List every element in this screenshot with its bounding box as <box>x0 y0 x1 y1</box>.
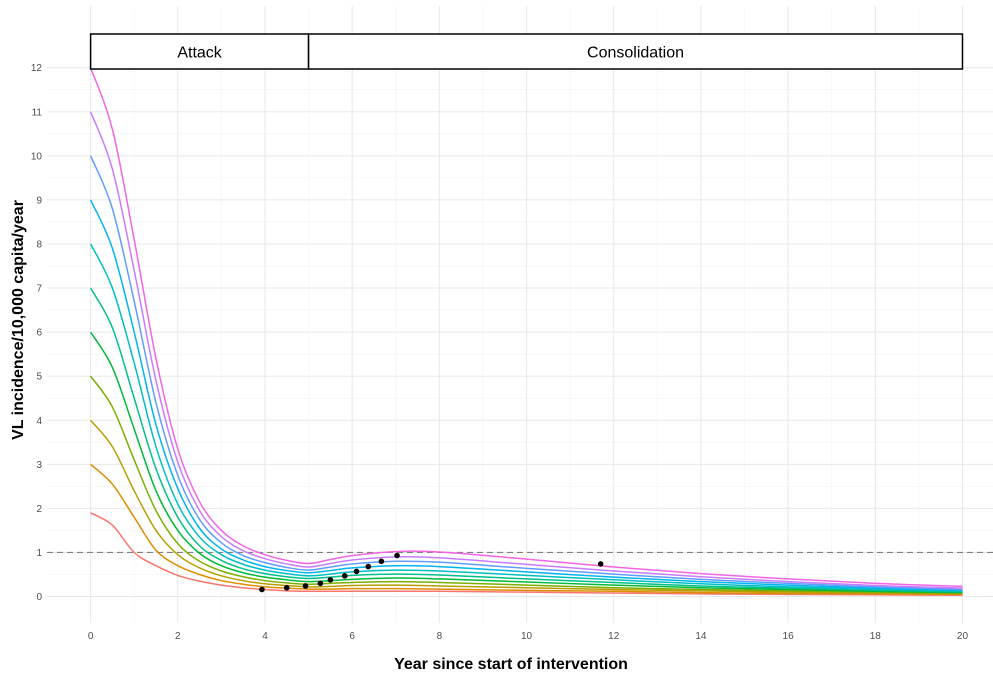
data-point-9 <box>394 552 400 559</box>
x-axis-title: Year since start of intervention <box>394 656 628 673</box>
grid <box>47 6 993 623</box>
phase-label-1: Consolidation <box>587 45 684 62</box>
y-tick-label-0: 0 <box>36 592 42 603</box>
series-line-2 <box>90 419 963 595</box>
series-line-0 <box>90 512 963 596</box>
y-tick-label-3: 3 <box>36 460 42 471</box>
x-tick-label-7: 14 <box>695 631 707 642</box>
y-tick-label-6: 6 <box>36 328 42 339</box>
x-tick-label-4: 8 <box>437 631 443 642</box>
phase-box-1 <box>307 33 964 70</box>
series-line-9 <box>89 111 963 589</box>
y-tick-label-2: 2 <box>36 504 42 515</box>
phase-label-0: Attack <box>177 45 222 62</box>
y-tick-label-10: 10 <box>31 151 43 162</box>
y-axis-title: VL incidence/10,000 capita/year <box>10 200 27 440</box>
data-point-3 <box>317 580 324 587</box>
series-layer <box>89 67 963 596</box>
series-line-6 <box>89 243 963 592</box>
data-point-6 <box>353 568 360 575</box>
x-tick-label-5: 10 <box>521 631 533 642</box>
phase-boxes: Attack Consolidation <box>89 33 964 70</box>
data-point-7 <box>365 563 372 570</box>
x-tick-label-9: 18 <box>870 631 882 642</box>
data-point-0 <box>259 586 265 593</box>
x-tick-label-1: 2 <box>175 631 181 642</box>
x-tick-label-3: 6 <box>349 631 355 642</box>
y-tick-label-9: 9 <box>36 195 42 206</box>
x-tick-label-10: 20 <box>957 631 969 642</box>
y-tick-label-8: 8 <box>36 239 42 250</box>
x-tick-label-6: 12 <box>608 631 620 642</box>
x-tick-label-0: 0 <box>88 631 94 642</box>
series-line-10 <box>89 67 963 588</box>
x-tick-label-8: 16 <box>783 631 795 642</box>
x-tick-label-2: 4 <box>262 631 268 642</box>
data-point-5 <box>341 573 348 579</box>
points-layer <box>259 552 604 593</box>
series-line-5 <box>89 287 963 593</box>
y-tick-label-5: 5 <box>36 372 42 383</box>
data-point-2 <box>302 583 309 589</box>
series-line-1 <box>90 463 963 596</box>
y-tick-label-7: 7 <box>36 284 42 295</box>
y-tick-label-1: 1 <box>36 548 42 559</box>
data-point-1 <box>283 584 290 591</box>
y-tick-label-12: 12 <box>31 63 43 74</box>
series-line-8 <box>89 155 963 591</box>
data-point-4 <box>327 577 334 583</box>
data-point-8 <box>378 558 385 565</box>
y-tick-label-4: 4 <box>36 416 42 427</box>
data-point-10 <box>597 561 604 567</box>
y-tick-label-11: 11 <box>32 107 43 118</box>
series-line-7 <box>89 199 963 592</box>
